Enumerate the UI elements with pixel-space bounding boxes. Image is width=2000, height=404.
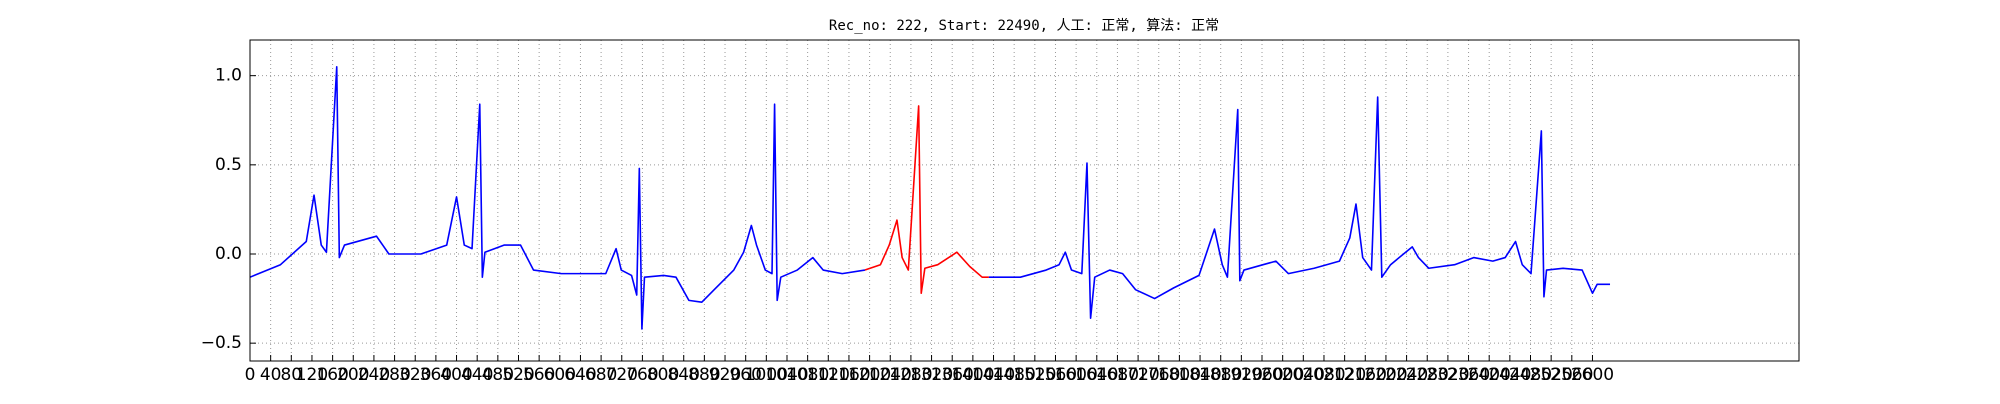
x-tick-label: 1960: [1240, 365, 1283, 385]
x-tick-label: 1400: [951, 365, 994, 385]
x-tick-label: 2480: [1509, 365, 1552, 385]
x-tick-label: 2320: [1426, 365, 1469, 385]
x-tick-label: 720: [606, 365, 638, 385]
x-tick-label: 560: [523, 365, 555, 385]
x-tick-label: 320: [399, 365, 431, 385]
signal-line: [864, 105, 989, 295]
signal-line: [249, 65, 866, 330]
x-tick-label: 1760: [1137, 365, 1180, 385]
y-tick-label: 1.0: [215, 66, 242, 86]
x-tick-label: 2400: [1468, 365, 1511, 385]
y-tick-label: 0.5: [215, 155, 242, 175]
x-tick-label: 2120: [1323, 365, 1366, 385]
x-tick-label: 1280: [889, 365, 932, 385]
x-tick-label: 2280: [1406, 365, 1449, 385]
x-tick-label: 2240: [1385, 365, 1428, 385]
x-tick-label: 1680: [1096, 365, 1139, 385]
x-tick-label: 1840: [1178, 365, 1221, 385]
x-tick-label: 880: [688, 365, 720, 385]
x-tick-label: 2560: [1550, 365, 1593, 385]
x-tick-label: 2600: [1571, 365, 1614, 385]
x-tick-label: 1520: [1013, 365, 1056, 385]
x-tick-label: 1120: [807, 365, 850, 385]
x-tick-label: 1800: [1158, 365, 1201, 385]
x-tick-label: 1040: [765, 365, 808, 385]
x-tick-label: 0: [245, 365, 256, 385]
x-tick-label: 1600: [1055, 365, 1098, 385]
x-tick-label: 1880: [1199, 365, 1242, 385]
x-tick-label: 80: [280, 365, 302, 385]
x-tick-label: 960: [729, 365, 761, 385]
x-tick-label: 1200: [848, 365, 891, 385]
x-tick-label: 1320: [910, 365, 953, 385]
x-tick-label: 1160: [827, 365, 870, 385]
x-tick-label: 1920: [1220, 365, 1263, 385]
x-tick-label: 1720: [1116, 365, 1159, 385]
x-tick-label: 160: [316, 365, 348, 385]
x-tick-label: 1560: [1034, 365, 1077, 385]
x-tick-label: 640: [564, 365, 596, 385]
chart-title: Rec_no: 222, Start: 22490, 人工: 正常, 算法: 正…: [829, 18, 1219, 34]
x-tick-label: 840: [667, 365, 699, 385]
x-tick-label: 360: [420, 365, 452, 385]
x-tick-label: 520: [502, 365, 534, 385]
x-tick-label: 2080: [1302, 365, 1345, 385]
x-tick-label: 1640: [1075, 365, 1118, 385]
plot-frame: [249, 39, 1800, 362]
x-tick-label: 120: [296, 365, 328, 385]
x-tick-label: 40: [260, 365, 282, 385]
x-tick-label: 920: [709, 365, 741, 385]
x-tick-label: 800: [647, 365, 679, 385]
x-tick-label: 1360: [931, 365, 974, 385]
x-tick-label: 2160: [1344, 365, 1387, 385]
x-tick-label: 2440: [1488, 365, 1531, 385]
y-tick-label: 0.0: [215, 244, 242, 264]
x-tick-label: 680: [585, 365, 617, 385]
x-tick-label: 1000: [745, 365, 788, 385]
x-tick-label: 2040: [1282, 365, 1325, 385]
x-tick-label: 280: [378, 365, 410, 385]
x-tick-label: 600: [544, 365, 576, 385]
x-tick-label: 2200: [1364, 365, 1407, 385]
x-tick-label: 1440: [972, 365, 1015, 385]
x-tick-label: 200: [337, 365, 369, 385]
signal-line: [988, 96, 1611, 319]
x-tick-label: 1480: [993, 365, 1036, 385]
x-tick-label: 240: [358, 365, 390, 385]
x-tick-label: 400: [440, 365, 472, 385]
x-tick-label: 2520: [1530, 365, 1573, 385]
x-tick-label: 1080: [786, 365, 829, 385]
x-tick-label: 760: [626, 365, 658, 385]
y-tick-label: −0.5: [201, 333, 242, 353]
x-tick-label: 2000: [1261, 365, 1304, 385]
x-tick-label: 440: [461, 365, 493, 385]
x-tick-label: 480: [482, 365, 514, 385]
x-tick-label: 2360: [1447, 365, 1490, 385]
x-tick-label: 1240: [869, 365, 912, 385]
